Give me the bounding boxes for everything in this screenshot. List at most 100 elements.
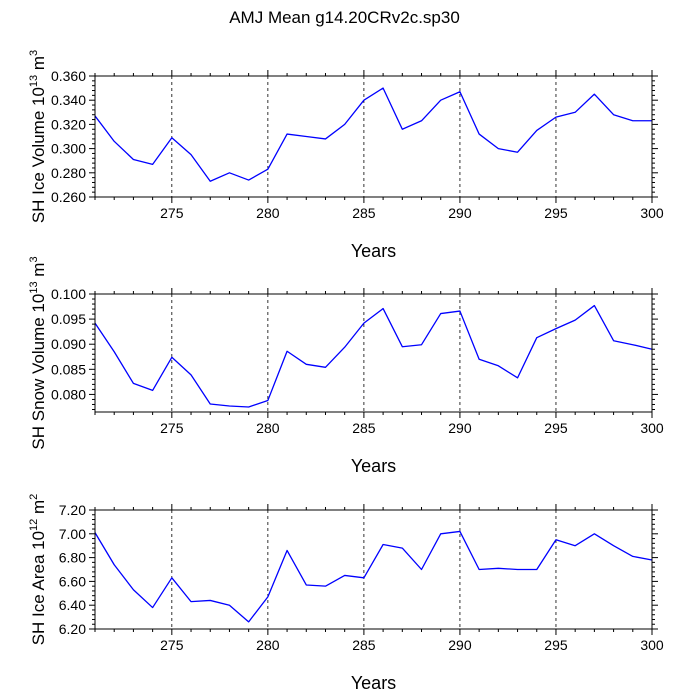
chart-1-data-point	[286, 133, 289, 136]
chart-1-data-point	[439, 99, 442, 102]
chart-1-y-tick-label: 0.280	[51, 165, 86, 181]
chart-3-data-point	[132, 588, 135, 591]
chart-2-series-line	[94, 304, 653, 408]
chart-3-data-point	[151, 606, 154, 609]
chart-3-data-point	[228, 604, 231, 607]
chart-3-data-point	[497, 567, 500, 570]
chart-3-data-point	[286, 549, 289, 552]
chart-2-data-point	[593, 304, 596, 307]
chart-1-data-point	[574, 111, 577, 114]
page-title: AMJ Mean g14.20CRv2c.sp30	[229, 8, 460, 27]
chart-1-y-tick-label: 0.300	[51, 141, 86, 157]
chart-2-x-tick-label: 280	[256, 420, 280, 436]
chart-3-data-point	[458, 530, 461, 533]
chart-1-data-point	[228, 171, 231, 174]
chart-3-x-axis-label: Years	[351, 673, 396, 689]
chart-3-data-point	[362, 576, 365, 579]
chart-1-data-point	[151, 163, 154, 166]
chart-2-x-tick-label: 300	[640, 420, 664, 436]
chart-2-x-tick-label: 290	[448, 420, 472, 436]
chart-1-x-axis-label: Years	[351, 241, 396, 261]
chart-2-data-point	[324, 366, 327, 369]
chart-2-data-point	[247, 405, 250, 408]
chart-1-data-point	[593, 93, 596, 96]
chart-3-y-tick-label: 7.00	[59, 526, 86, 542]
chart-1-data-point	[324, 137, 327, 140]
chart-2-data-point	[420, 343, 423, 346]
chart-3-data-point	[170, 576, 173, 579]
chart-1-x-tick-label: 280	[256, 205, 280, 221]
chart-1-data-point	[113, 140, 116, 143]
chart-3-x-tick-label: 290	[448, 637, 472, 653]
chart-1-data-point	[497, 147, 500, 150]
chart-2-data-point	[458, 310, 461, 313]
chart-1-data-point	[478, 133, 481, 136]
chart-1-y-tick-label: 0.360	[51, 68, 86, 84]
chart-1-data-point	[247, 179, 250, 182]
chart-1-y-tick-label: 0.340	[51, 92, 86, 108]
chart-2-data-point	[113, 350, 116, 353]
chart-1-data-point	[554, 116, 557, 119]
chart-1-data-point	[209, 180, 212, 183]
chart-3-data-point	[190, 600, 193, 603]
chart-2-x-tick-label: 285	[352, 420, 376, 436]
chart-3-data-point	[324, 585, 327, 588]
chart-3-data-point	[593, 532, 596, 535]
chart-3-data-point	[305, 583, 308, 586]
chart-1-data-point	[305, 135, 308, 138]
chart-2-data-point	[362, 322, 365, 325]
chart-3-data-point	[113, 563, 116, 566]
chart-1-y-axis-label: SH Ice Volume 1013 m3	[28, 50, 48, 223]
chart-2-data-point	[190, 373, 193, 376]
chart-3-y-axis-label: SH Ice Area 1012 m2	[28, 494, 48, 646]
chart-3-series-line	[94, 530, 653, 623]
chart-3-data-point	[382, 543, 385, 546]
chart-1-x-tick-label: 285	[352, 205, 376, 221]
chart-3-y-tick-label: 6.20	[59, 621, 86, 637]
chart-2-data-point	[286, 350, 289, 353]
chart-1-data-point	[516, 151, 519, 154]
chart-3-data-point	[612, 544, 615, 547]
chart-3-data-point	[478, 568, 481, 571]
chart-1-x-tick-label: 290	[448, 205, 472, 221]
chart-2-data-point	[535, 336, 538, 339]
chart-1-data-point	[401, 128, 404, 131]
chart-3-x-tick-label: 285	[352, 637, 376, 653]
chart-3-y-tick-label: 7.20	[59, 502, 86, 518]
chart-1-x-tick-label: 295	[544, 205, 568, 221]
chart-2-data-point	[574, 319, 577, 322]
chart-1-data-point	[631, 119, 634, 122]
chart-3-x-tick-label: 275	[160, 637, 184, 653]
chart-2-data-point	[305, 363, 308, 366]
chart-2-data-point	[343, 346, 346, 349]
chart-2-y-axis-label: SH Snow Volume 1013 m3	[28, 256, 48, 449]
chart-2-y-tick-label: 0.080	[51, 386, 86, 402]
chart-1-data-point	[343, 123, 346, 126]
chart-3-data-point	[209, 599, 212, 602]
chart-2-y-tick-label: 0.100	[51, 286, 86, 302]
chart-2-y-tick-label: 0.095	[51, 311, 86, 327]
chart-3-data-point	[247, 620, 250, 623]
chart-2-data-point	[401, 345, 404, 348]
chart-2-plot-frame	[94, 293, 653, 413]
chart-2-y-tick-label: 0.090	[51, 336, 86, 352]
chart-3-data-point	[516, 568, 519, 571]
chart-2-data-point	[612, 339, 615, 342]
chart-2-x-axis-label: Years	[351, 456, 396, 476]
chart-3-y-tick-label: 6.80	[59, 550, 86, 566]
chart-2-data-point	[209, 402, 212, 405]
chart-3-data-point	[554, 538, 557, 541]
chart-2-data-point	[266, 399, 269, 402]
chart-1-series-line	[94, 87, 652, 182]
chart-3-data-point	[631, 555, 634, 558]
chart-2-data-point	[151, 389, 154, 392]
chart-3-x-tick-label: 280	[256, 637, 280, 653]
chart-2-x-tick-label: 295	[544, 420, 568, 436]
chart-2-data-point	[382, 307, 385, 310]
chart-1-data-point	[170, 136, 173, 139]
chart-1-data-point	[362, 99, 365, 102]
chart-3-x-tick-label: 300	[640, 637, 664, 653]
chart-2-data-point	[478, 358, 481, 361]
chart-1-x-tick-label: 275	[160, 205, 184, 221]
chart-1-data-point	[266, 168, 269, 171]
